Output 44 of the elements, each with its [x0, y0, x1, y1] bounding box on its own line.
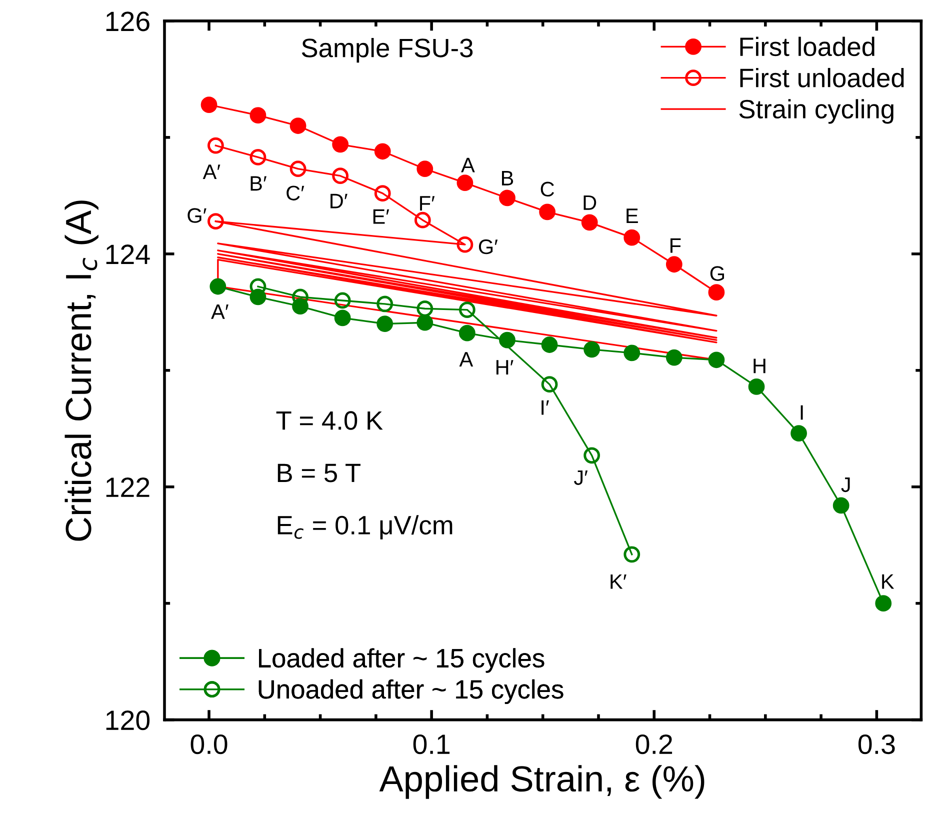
annotation: H	[754, 358, 766, 374]
y-tick-label: 122	[106, 478, 150, 497]
y-tick-label: 120	[106, 710, 150, 730]
annotation: B	[502, 171, 514, 186]
annotation: A′	[211, 304, 228, 319]
legend-label: Unoaded after ~ 15 cycles	[258, 679, 564, 704]
legend-label: Loaded after ~ 15 cycles	[259, 648, 544, 673]
annotation: G′	[478, 239, 498, 254]
x-tick-label: 0.1	[413, 734, 450, 754]
legend-label: Strain cycling	[739, 99, 894, 124]
x-tick-label: 0.2	[636, 734, 672, 754]
x-tick-label: 0.0	[190, 734, 228, 754]
annotation: J′	[574, 470, 588, 485]
annotation: B = 5 T	[278, 464, 360, 482]
annotation: C′	[286, 186, 304, 200]
annotation: C	[540, 182, 554, 197]
annotation: J	[841, 478, 850, 492]
annotation: G	[710, 266, 724, 281]
annotation: F	[670, 238, 681, 253]
annotation: Sample FSU-3	[302, 38, 473, 63]
annotation: E	[626, 208, 638, 223]
legend-label: First loaded	[740, 36, 874, 56]
y-axis-title: Critical Current, I$_{c}$ (A)	[64, 200, 98, 541]
y-tick-label: 126	[106, 12, 150, 32]
legend-label: First unloaded	[740, 68, 904, 88]
annotation: T = 4.0 K	[276, 411, 383, 430]
annotation: G′	[188, 208, 206, 223]
annotation: E$_{c}$ = 0.1 μV/cm	[278, 515, 452, 540]
annotation: K′	[610, 574, 626, 589]
annotation: H′	[496, 360, 514, 374]
annotation: I′	[542, 400, 549, 415]
annotation: D′	[330, 194, 348, 208]
annotation: B′	[250, 176, 266, 191]
annotation: A′	[202, 164, 220, 179]
x-tick-label: 0.3	[858, 734, 895, 754]
annotation: A	[461, 158, 475, 172]
annotation: K	[882, 574, 894, 589]
annotation: D	[584, 195, 596, 210]
x-axis-title: Applied Strain, ε (%)	[379, 765, 704, 799]
annotation: I	[800, 405, 803, 420]
y-tick-label: 124	[106, 244, 150, 264]
annotation: A	[459, 352, 474, 366]
annotation: E′	[373, 209, 390, 224]
annotation: F′	[420, 196, 435, 210]
